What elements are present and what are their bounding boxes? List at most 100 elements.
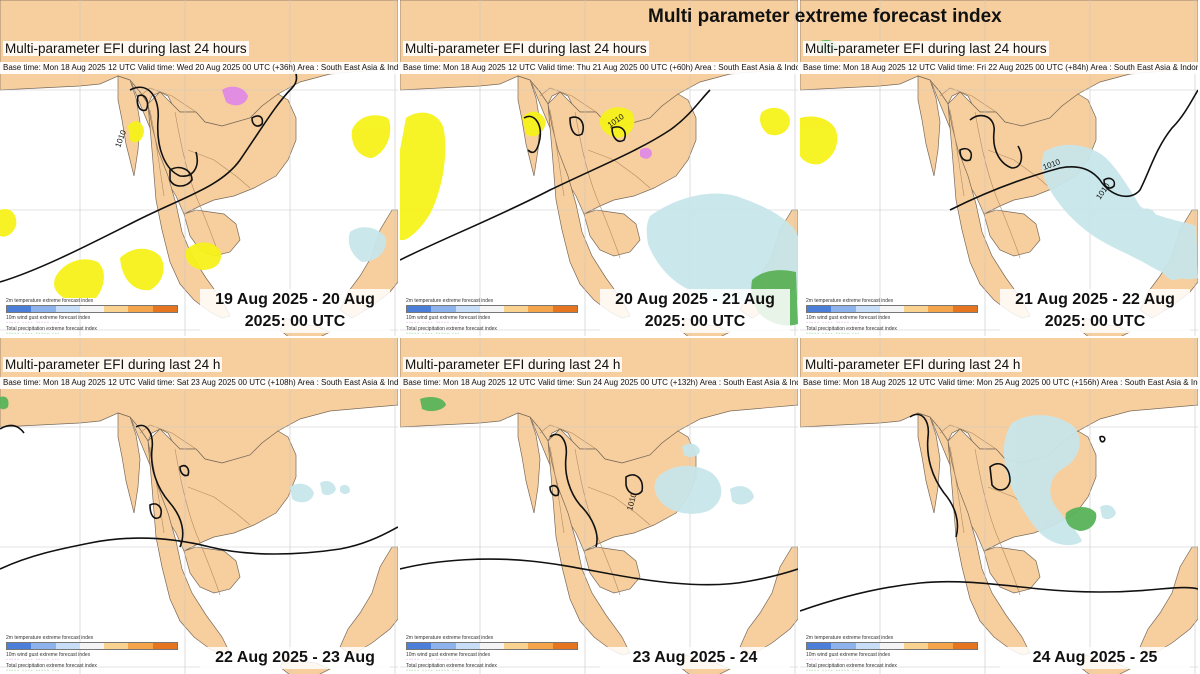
legend-gust-symbols: ▫▫▫▫▫ ◦◦◦◦ ▫▫▫▫▫ ◦◦◦ bbox=[6, 320, 61, 326]
legend-temp-colorbar bbox=[6, 305, 178, 313]
legend-color-cell bbox=[807, 643, 832, 649]
legend-precip-symbols: ▫▫▫▫▫ ◦◦◦◦ ▫▫▫▫▫ ◦◦◦ bbox=[406, 668, 461, 674]
legend-color-cell bbox=[552, 306, 577, 312]
legend-color-cell bbox=[928, 306, 953, 312]
main-title: Multi parameter extreme forecast index bbox=[648, 6, 1002, 27]
valid-period-line-2: 2025: 00 UTC bbox=[644, 313, 746, 330]
legend-color-cell bbox=[807, 306, 832, 312]
river-lines bbox=[139, 424, 251, 596]
efi-areas bbox=[420, 397, 754, 514]
valid-period-line-1: 24 Aug 2025 - 25 bbox=[1032, 649, 1158, 666]
legend-precip-caption: Total precipitation extreme forecast ind… bbox=[406, 326, 497, 332]
valid-period-line-1: 19 Aug 2025 - 20 Aug bbox=[215, 291, 375, 308]
map-svg: 1010 bbox=[400, 0, 798, 337]
legend-color-cell bbox=[455, 643, 480, 649]
efi-legend: 2m temperature extreme forecast index 10… bbox=[2, 298, 192, 337]
legend-precip-symbols: ▫▫▫▫▫ ◦◦◦◦ ▫▫▫▫▫ ◦◦◦ bbox=[6, 331, 61, 337]
legend-temp-caption: 2m temperature extreme forecast index bbox=[806, 298, 894, 304]
legend-temp-colorbar bbox=[806, 305, 978, 313]
panel-title: Multi-parameter EFI during last 24 hours bbox=[803, 41, 1049, 56]
legend-temp-caption: 2m temperature extreme forecast index bbox=[406, 635, 494, 641]
legend-gust-symbols: ▫▫▫▫▫ ◦◦◦◦ ▫▫▫▫▫ ◦◦◦ bbox=[6, 657, 61, 663]
efi-areas bbox=[0, 396, 350, 503]
efi-signal-area bbox=[320, 481, 336, 496]
efi-signal-area bbox=[1100, 505, 1116, 520]
legend-color-cell bbox=[528, 306, 553, 312]
efi-map-panel-2: 1010 Multi-parameter EFI during last 24 … bbox=[400, 0, 798, 337]
legend-color-cell bbox=[128, 643, 153, 649]
panel-info-line: Base time: Mon 18 Aug 2025 12 UTC Valid … bbox=[800, 62, 1198, 74]
efi-signal-area bbox=[54, 259, 104, 298]
legend-color-cell bbox=[831, 643, 856, 649]
legend-color-cell bbox=[479, 643, 505, 649]
panel-info-line: Base time: Mon 18 Aug 2025 12 UTC Valid … bbox=[400, 377, 798, 389]
valid-period-label: 20 Aug 2025 - 21 Aug 2025: 00 UTC bbox=[600, 289, 790, 333]
legend-color-cell bbox=[504, 306, 529, 312]
efi-signal-area bbox=[1042, 144, 1198, 280]
legend-color-cell bbox=[7, 306, 32, 312]
valid-period-label: 23 Aug 2025 - 24 bbox=[600, 647, 790, 669]
legend-gust-symbols: ▫▫▫▫▫ ◦◦◦◦ ▫▫▫▫▫ ◦◦◦ bbox=[406, 657, 461, 663]
legend-gust-symbols: ▫▫▫▫▫ ◦◦◦◦ ▫▫▫▫▫ ◦◦◦ bbox=[806, 657, 861, 663]
legend-color-cell bbox=[55, 306, 80, 312]
legend-color-cell bbox=[79, 306, 105, 312]
legend-gust-caption: 10m wind gust extreme forecast index bbox=[806, 315, 891, 321]
efi-signal-area bbox=[348, 227, 387, 262]
efi-signal-area bbox=[120, 248, 164, 291]
isobar-contour bbox=[135, 424, 184, 548]
efi-signal-area bbox=[1065, 507, 1097, 531]
efi-signal-area bbox=[654, 465, 722, 514]
valid-period-label: 24 Aug 2025 - 25 bbox=[1000, 647, 1190, 669]
efi-signal-area bbox=[185, 242, 222, 270]
panel-info-line: Base time: Mon 18 Aug 2025 12 UTC Valid … bbox=[400, 62, 798, 74]
valid-period-label: 22 Aug 2025 - 23 Aug bbox=[200, 647, 390, 669]
legend-precip-symbols: ▫▫▫▫▫ ◦◦◦◦ ▫▫▫▫▫ ◦◦◦ bbox=[6, 668, 61, 674]
isobar-contour bbox=[1099, 435, 1106, 443]
river-lines bbox=[539, 424, 651, 596]
efi-signal-area bbox=[599, 107, 635, 138]
legend-temp-caption: 2m temperature extreme forecast index bbox=[6, 298, 94, 304]
isobar-contour bbox=[0, 526, 398, 570]
legend-temp-caption: 2m temperature extreme forecast index bbox=[6, 635, 94, 641]
legend-color-cell bbox=[928, 643, 953, 649]
efi-signal-area bbox=[682, 443, 700, 458]
legend-color-cell bbox=[904, 643, 929, 649]
isobar-contour bbox=[179, 464, 190, 477]
efi-legend: 2m temperature extreme forecast index 10… bbox=[402, 635, 592, 674]
legend-gust-caption: 10m wind gust extreme forecast index bbox=[6, 315, 91, 321]
legend-temp-colorbar bbox=[806, 642, 978, 650]
valid-period-line-2: 2025: 00 UTC bbox=[244, 313, 346, 330]
legend-gust-symbols: ▫▫▫▫▫ ◦◦◦◦ ▫▫▫▫▫ ◦◦◦ bbox=[806, 320, 861, 326]
efi-signal-area bbox=[1158, 248, 1195, 280]
efi-signal-area bbox=[640, 147, 652, 159]
legend-color-cell bbox=[952, 643, 977, 649]
legend-color-cell bbox=[128, 306, 153, 312]
legend-color-cell bbox=[152, 643, 177, 649]
legend-color-cell bbox=[104, 643, 129, 649]
isobar-contour bbox=[0, 424, 25, 434]
valid-period-label: 19 Aug 2025 - 20 Aug 2025: 00 UTC bbox=[200, 289, 390, 333]
legend-color-cell bbox=[431, 306, 456, 312]
efi-signal-area bbox=[340, 484, 350, 494]
legend-gust-caption: 10m wind gust extreme forecast index bbox=[406, 652, 491, 658]
efi-legend: 2m temperature extreme forecast index 10… bbox=[402, 298, 592, 337]
panel-title: Multi-parameter EFI during last 24 h bbox=[403, 357, 623, 372]
legend-color-cell bbox=[31, 643, 56, 649]
isobar-contour bbox=[400, 558, 798, 586]
efi-signal-area bbox=[400, 112, 446, 240]
legend-color-cell bbox=[79, 643, 105, 649]
legend-color-cell bbox=[879, 643, 905, 649]
isobar-contour bbox=[909, 413, 959, 538]
isobar-contour bbox=[549, 484, 560, 497]
river-lines bbox=[939, 87, 1051, 259]
legend-precip-caption: Total precipitation extreme forecast ind… bbox=[406, 663, 497, 669]
panel-divider-vertical-2 bbox=[798, 0, 800, 674]
legend-color-cell bbox=[55, 643, 80, 649]
lat-lon-grid bbox=[800, 337, 1198, 674]
efi-signal-area bbox=[800, 116, 838, 165]
isobar-contours bbox=[0, 424, 398, 570]
efi-signal-area bbox=[351, 115, 391, 158]
legend-temp-caption: 2m temperature extreme forecast index bbox=[806, 635, 894, 641]
isobar-contour bbox=[1103, 177, 1116, 189]
legend-precip-caption: Total precipitation extreme forecast ind… bbox=[806, 663, 897, 669]
